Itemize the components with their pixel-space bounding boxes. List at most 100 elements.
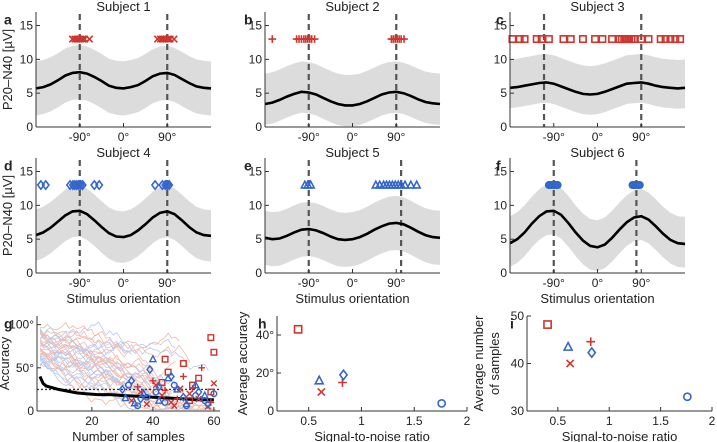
y-tick-label: 0 xyxy=(255,120,262,134)
sample-marker xyxy=(143,400,151,408)
orientation-marker xyxy=(637,35,646,44)
mean-curve xyxy=(264,221,441,242)
sample-marker xyxy=(210,390,218,398)
sample-marker xyxy=(170,402,178,410)
y-tick-label: 15 xyxy=(494,165,508,179)
orientation-marker xyxy=(544,35,553,44)
sample-marker xyxy=(146,364,154,375)
sample-marker xyxy=(195,374,203,382)
orientation-marker xyxy=(170,35,178,43)
x-axis-label: Stimulus orientation xyxy=(540,291,654,306)
subject-point xyxy=(566,359,575,368)
y-tick-label: 0 xyxy=(26,120,33,134)
individual-trace xyxy=(39,360,121,389)
orientation-marker xyxy=(553,181,562,190)
y-tick-label: 5 xyxy=(255,86,262,100)
x-tick-label: 0° xyxy=(592,130,604,144)
orientation-marker xyxy=(405,179,416,189)
x-tick-label: 0° xyxy=(118,276,130,290)
y-tick-label: 10 xyxy=(494,52,508,66)
x-tick-label: 0.5 xyxy=(300,414,317,428)
panel-letter-d: d xyxy=(4,157,13,173)
x-tick-label: 90° xyxy=(632,276,650,290)
panel-title: Subject 6 xyxy=(570,145,624,160)
x-tick-label: 1.5 xyxy=(652,414,669,428)
x-tick-label: -90° xyxy=(69,130,91,144)
y-tick-label: 0 xyxy=(500,266,507,280)
y-tick-label: 0 xyxy=(26,266,33,280)
individual-trace xyxy=(39,321,125,346)
orientation-marker xyxy=(150,179,160,191)
x-tick-label: 90° xyxy=(387,276,405,290)
sample-marker xyxy=(121,393,130,402)
x-tick-label: -90° xyxy=(543,130,565,144)
y-tick-label: 20° xyxy=(256,366,274,380)
y-tick-label: 30 xyxy=(511,404,525,418)
sample-marker xyxy=(124,381,132,389)
orientation-marker xyxy=(520,35,529,44)
y-tick-label: 0 xyxy=(255,266,262,280)
individual-trace xyxy=(39,348,191,404)
y-tick-label: 40° xyxy=(256,328,274,342)
x-axis-label: Signal-to-noise ratio xyxy=(562,429,678,442)
orientation-marker xyxy=(85,35,94,43)
x-tick-label: 20 xyxy=(85,414,99,428)
sample-marker xyxy=(192,391,200,399)
x-tick-label: 40 xyxy=(146,414,160,428)
orientation-marker xyxy=(508,35,517,44)
mean-curve xyxy=(264,90,441,107)
x-axis-label: Signal-to-noise ratio xyxy=(314,429,430,442)
orientation-marker xyxy=(629,35,638,44)
y-axis-label: Accuracy xyxy=(0,336,12,390)
orientation-marker xyxy=(411,179,422,189)
panel-title: Subject 3 xyxy=(570,0,624,14)
confidence-band xyxy=(265,195,440,267)
orientation-marker xyxy=(41,179,50,191)
orientation-marker xyxy=(676,35,685,44)
sample-marker xyxy=(118,384,127,395)
individual-trace xyxy=(39,331,165,386)
orientation-marker xyxy=(591,35,600,44)
y-tick-label: 15 xyxy=(249,165,263,179)
panel-f: Subject 6 0 5 10 15 -90° 0° 90°Stimulus orienta… xyxy=(494,145,686,306)
y-tick-label: 15 xyxy=(494,19,508,33)
panel-letter-h: h xyxy=(258,315,267,331)
sample-marker xyxy=(161,355,169,363)
orientation-marker xyxy=(268,35,277,43)
orientation-marker xyxy=(661,35,670,44)
x-tick-label: -90° xyxy=(298,130,320,144)
y-tick-label: 50 xyxy=(511,309,525,323)
sample-marker xyxy=(134,383,142,391)
x-tick-label: -90° xyxy=(298,276,320,290)
y-tick-label: 50° xyxy=(16,361,34,375)
sample-marker xyxy=(143,393,151,401)
orientation-marker xyxy=(578,35,587,44)
sample-marker xyxy=(207,334,215,342)
x-axis-label: Stimulus orientation xyxy=(66,291,180,306)
sample-marker xyxy=(186,390,193,398)
orientation-marker xyxy=(400,35,408,43)
panel-letter-b: b xyxy=(244,11,253,27)
panel-title: Subject 2 xyxy=(325,0,379,14)
orientation-marker xyxy=(566,35,575,44)
x-tick-label: 90° xyxy=(158,276,176,290)
panel-title: Subject 1 xyxy=(96,0,150,14)
sample-marker xyxy=(200,390,209,399)
y-tick-label: 40 xyxy=(511,357,525,371)
sample-marker xyxy=(179,392,188,402)
sample-marker xyxy=(195,395,202,403)
panel-title: Subject 5 xyxy=(325,145,379,160)
x-tick-label: 0° xyxy=(347,130,359,144)
mean-curve xyxy=(35,209,212,239)
y-axis-label: Average numberof samples xyxy=(471,315,502,412)
panel-d: Subject 4 0 5 10 15 -90° 0° 90°Stimulus orienta… xyxy=(0,145,212,306)
y-tick-label: 10 xyxy=(20,198,34,212)
subject-point xyxy=(313,374,325,385)
orientation-marker xyxy=(515,35,524,44)
subject-point xyxy=(543,320,552,329)
y-tick-label: 5 xyxy=(500,86,507,100)
sample-marker xyxy=(167,371,175,382)
sample-marker xyxy=(137,394,145,404)
orientation-marker xyxy=(94,179,104,191)
sample-marker xyxy=(179,360,187,368)
